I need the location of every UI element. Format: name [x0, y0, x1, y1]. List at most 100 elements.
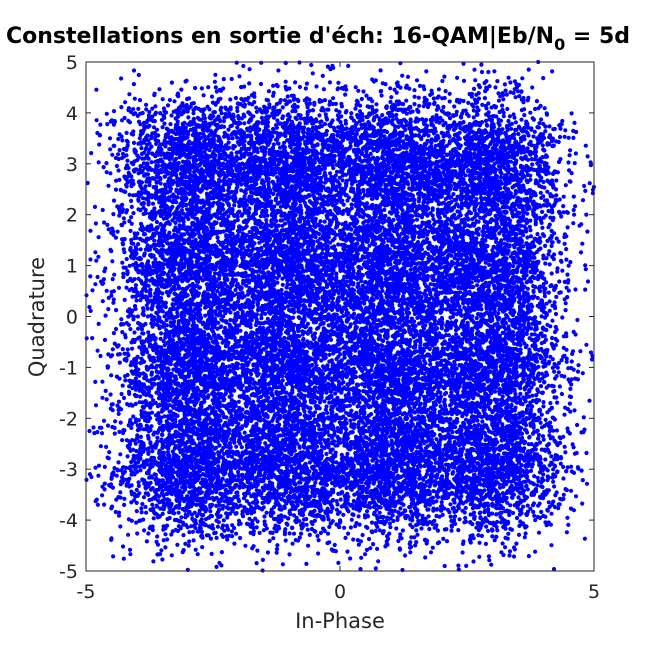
scatter-point	[203, 313, 208, 318]
scatter-point	[137, 427, 142, 432]
scatter-point	[113, 509, 118, 515]
scatter-point	[178, 237, 183, 242]
scatter-point	[172, 446, 177, 451]
scatter-point	[162, 458, 167, 463]
scatter-point	[214, 300, 219, 305]
scatter-point	[135, 354, 140, 359]
scatter-point	[202, 412, 207, 417]
scatter-point	[112, 143, 117, 148]
scatter-point	[98, 122, 103, 127]
scatter-point	[122, 496, 127, 501]
scatter-point	[124, 321, 129, 326]
scatter-point	[103, 388, 108, 393]
scatter-point	[155, 534, 160, 539]
scatter-point	[214, 231, 219, 236]
scatter-points	[84, 59, 597, 573]
scatter-point	[158, 356, 163, 361]
scatter-point	[205, 254, 210, 259]
scatter-point	[141, 383, 147, 388]
scatter-point	[107, 483, 112, 488]
scatter-point	[155, 348, 160, 353]
scatter-point	[160, 511, 165, 516]
scatter-point	[116, 285, 122, 290]
scatter-point	[156, 387, 161, 392]
scatter-point	[102, 502, 107, 507]
scatter-point	[129, 204, 134, 209]
scatter-point	[187, 490, 192, 495]
scatter-point	[172, 315, 177, 320]
scatter-point	[180, 490, 185, 495]
scatter-point	[115, 352, 121, 357]
scatter-point	[185, 513, 190, 518]
scatter-point	[133, 283, 138, 288]
scatter-point	[157, 448, 162, 453]
scatter-point	[149, 336, 154, 341]
scatter-point	[143, 321, 148, 327]
scatter-point	[220, 318, 226, 323]
scatter-point	[148, 401, 153, 406]
scatter-point	[102, 464, 107, 469]
scatter-point	[146, 390, 151, 395]
scatter-point	[157, 482, 162, 487]
scatter-point	[125, 270, 130, 275]
scatter-point	[138, 227, 143, 232]
scatter-point	[168, 509, 174, 515]
scatter-point	[176, 524, 181, 529]
scatter-point	[159, 331, 164, 336]
scatter-point	[145, 306, 150, 311]
scatter-point	[133, 417, 139, 422]
scatter-point	[198, 432, 203, 437]
scatter-point	[178, 361, 183, 366]
scatter-point	[198, 275, 203, 280]
scatter-point	[134, 298, 139, 303]
scatter-point	[182, 322, 187, 327]
scatter-point	[225, 277, 230, 282]
scatter-point	[116, 513, 122, 518]
scatter-point	[148, 507, 153, 512]
scatter-point	[90, 336, 95, 341]
scatter-point	[129, 500, 134, 505]
scatter-point	[153, 400, 158, 405]
scatter-point	[101, 418, 107, 423]
scatter-point	[109, 476, 114, 481]
scatter-point	[114, 308, 119, 313]
scatter-point	[144, 288, 149, 294]
scatter-point	[190, 516, 195, 521]
scatter-point	[129, 369, 134, 374]
scatter-point	[125, 454, 130, 459]
scatter-point	[216, 452, 221, 457]
scatter-point	[176, 510, 181, 515]
scatter-point	[148, 287, 153, 292]
scatter-point	[139, 356, 144, 361]
scatter-point	[141, 449, 146, 454]
scatter-point	[100, 395, 105, 400]
scatter-point	[171, 475, 176, 480]
scatter-point	[111, 212, 116, 217]
scatter-point	[99, 425, 104, 430]
scatter-point	[146, 418, 151, 424]
scatter-point	[161, 500, 166, 505]
scatter-point	[150, 486, 155, 491]
scatter-point	[127, 92, 132, 97]
scatter-point	[135, 460, 140, 465]
chart-title-suffix: = 5d	[565, 24, 630, 49]
scatter-point	[138, 434, 143, 439]
scatter-point	[127, 445, 132, 451]
scatter-point	[192, 402, 197, 408]
scatter-point	[116, 510, 122, 515]
scatter-point	[217, 443, 222, 448]
scatter-point	[191, 538, 196, 543]
scatter-point	[167, 489, 172, 494]
scatter-point	[162, 357, 167, 362]
scatter-point	[155, 374, 160, 379]
scatter-point	[146, 411, 151, 416]
scatter-point	[157, 324, 162, 329]
scatter-point	[139, 339, 144, 344]
scatter-point	[210, 348, 215, 353]
scatter-point	[158, 506, 163, 511]
scatter-point	[110, 347, 115, 352]
scatter-point	[157, 391, 162, 396]
scatter-point	[196, 436, 201, 441]
scatter-point	[179, 515, 184, 520]
scatter-point	[124, 256, 129, 262]
